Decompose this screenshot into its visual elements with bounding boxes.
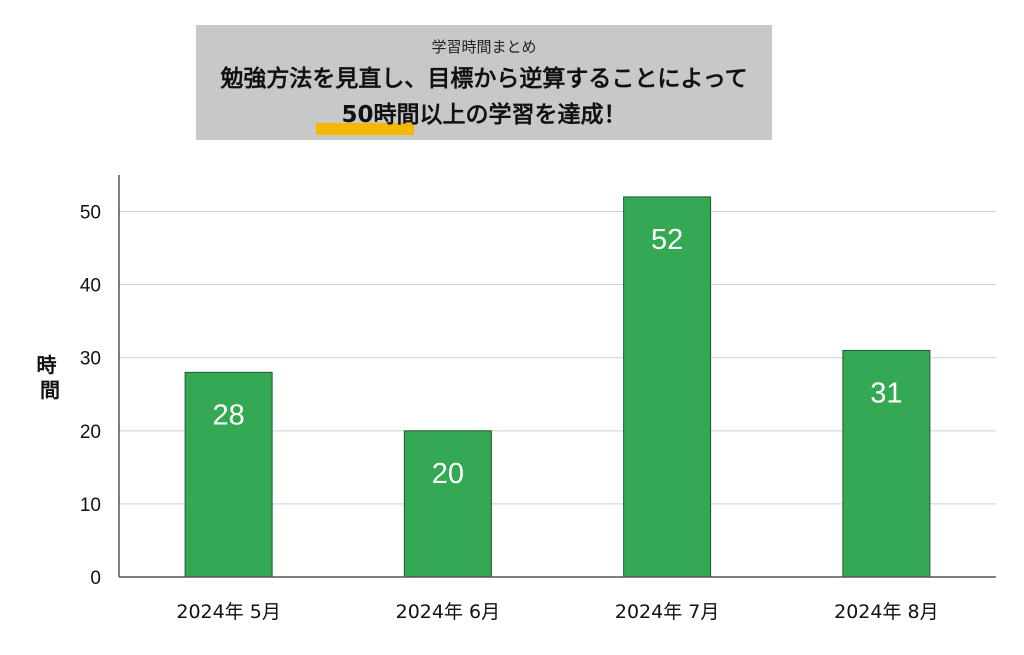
bar bbox=[184, 371, 273, 578]
data-label: 28 bbox=[212, 399, 244, 431]
y-tick-labels: 0 10 20 30 40 50 bbox=[80, 203, 101, 589]
title-box: 学習時間まとめ 勉強方法を見直し、目標から逆算することによって 50時間以上の学… bbox=[196, 25, 772, 140]
y-tick-label: 0 bbox=[90, 568, 101, 589]
x-tick-label: 2024年 8月 bbox=[834, 601, 938, 623]
bar bbox=[403, 430, 492, 578]
bar bbox=[623, 196, 712, 578]
data-label: 31 bbox=[870, 377, 902, 409]
y-tick-label: 50 bbox=[80, 203, 101, 224]
x-tick-label: 2024年 7月 bbox=[615, 601, 719, 623]
x-tick-label: 2024年 6月 bbox=[396, 601, 500, 623]
highlight-underline bbox=[316, 123, 414, 135]
y-tick-label: 30 bbox=[80, 349, 101, 370]
chart-subtitle: 学習時間まとめ bbox=[431, 38, 537, 56]
data-label: 20 bbox=[432, 458, 464, 490]
x-tick-label: 2024年 5月 bbox=[176, 601, 280, 623]
y-axis-title: 時 間 bbox=[37, 353, 64, 402]
headline-line-2: 50時間以上の学習を達成！ bbox=[341, 102, 627, 128]
y-tick-label: 20 bbox=[80, 422, 101, 443]
data-label: 52 bbox=[651, 224, 683, 256]
bars: 28 20 52 31 bbox=[184, 196, 931, 578]
headline-line-1: 勉強方法を見直し、目標から逆算することによって bbox=[220, 66, 748, 92]
y-tick-label: 40 bbox=[80, 276, 101, 297]
y-tick-label: 10 bbox=[80, 495, 101, 516]
x-tick-labels: 2024年 5月 2024年 6月 2024年 7月 2024年 8月 bbox=[176, 601, 938, 623]
